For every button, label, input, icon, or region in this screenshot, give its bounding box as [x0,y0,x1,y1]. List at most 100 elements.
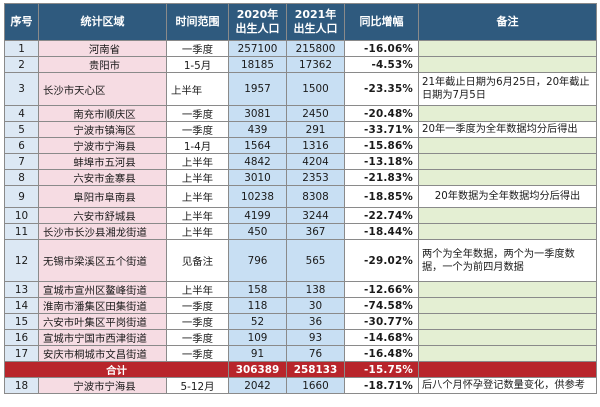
cell-births-2021: 367 [286,223,345,240]
cell-growth: -13.18% [344,153,419,170]
cell-no: 11 [4,223,39,240]
cell-births-2021: 138 [286,281,345,298]
cell-births-2020: 2042 [228,377,287,394]
cell-period: 上半年 [166,207,229,224]
table-row: 11 长沙市长沙县湘龙街道 上半年 450 367 -18.44% [4,223,597,240]
header-births-2020: 2020年 出生人口 [228,3,287,41]
cell-note [418,329,597,346]
cell-period: 一季度 [166,345,229,362]
cell-births-2021: 93 [286,329,345,346]
cell-no: 12 [4,239,39,282]
cell-births-2021: 8308 [286,185,345,208]
cell-growth: -21.83% [344,169,419,186]
cell-births-2021: 291 [286,121,345,138]
header-births-2021: 2021年 出生人口 [286,3,345,41]
cell-region: 长沙市天心区 [38,72,167,106]
cell-births-2020: 109 [228,329,287,346]
cell-region: 安庆市桐城市文昌街道 [38,345,167,362]
cell-no: 2 [4,56,39,73]
cell-region: 无锡市梁溪区五个街道 [38,239,167,282]
total-growth: -15.75% [344,361,419,378]
extra-row: 18 宁波市宁海县 5-12月 2042 1660 -18.71% 后八个月怀孕… [4,377,597,394]
cell-region: 南充市顺庆区 [38,105,167,122]
cell-note [418,105,597,122]
cell-no: 4 [4,105,39,122]
cell-growth: -33.71% [344,121,419,138]
cell-region: 河南省 [38,40,167,57]
header-period: 时间范围 [166,3,229,41]
table-row: 6 宁波市宁海县 1-4月 1564 1316 -15.86% [4,137,597,154]
table-row: 2 贵阳市 1-5月 18185 17362 -4.53% [4,56,597,73]
table-row: 10 六安市舒城县 上半年 4199 3244 -22.74% [4,207,597,224]
cell-region: 宣城市宁国市西津街道 [38,329,167,346]
cell-region: 淮南市潘集区田集街道 [38,297,167,314]
header-row: 序号 统计区域 时间范围 2020年 出生人口 2021年 出生人口 同比增幅 … [4,3,597,41]
cell-growth: -18.71% [344,377,419,394]
cell-births-2020: 796 [228,239,287,282]
cell-region: 六安市舒城县 [38,207,167,224]
cell-period: 一季度 [166,297,229,314]
cell-no: 7 [4,153,39,170]
cell-note [418,345,597,362]
total-births-2020: 306389 [228,361,287,378]
table-row: 7 蚌埠市五河县 上半年 4842 4204 -13.18% [4,153,597,170]
cell-growth: -16.06% [344,40,419,57]
total-label: 合计 [4,361,229,378]
table-row: 17 安庆市桐城市文昌街道 一季度 91 76 -16.48% [4,345,597,362]
cell-period: 见备注 [166,239,229,282]
cell-note [418,223,597,240]
cell-births-2021: 215800 [286,40,345,57]
table-row: 14 淮南市潘集区田集街道 一季度 118 30 -74.58% [4,297,597,314]
cell-period: 上半年 [166,223,229,240]
cell-births-2020: 18185 [228,56,287,73]
cell-growth: -4.53% [344,56,419,73]
cell-births-2020: 1564 [228,137,287,154]
cell-region: 贵阳市 [38,56,167,73]
cell-no: 18 [4,377,39,394]
cell-period: 1-5月 [166,56,229,73]
cell-period: 一季度 [166,40,229,57]
cell-note [418,207,597,224]
header-no: 序号 [4,3,39,41]
table-row: 16 宣城市宁国市西津街道 一季度 109 93 -14.68% [4,329,597,346]
cell-region: 阜阳市阜南县 [38,185,167,208]
cell-no: 16 [4,329,39,346]
cell-births-2020: 4842 [228,153,287,170]
cell-births-2020: 439 [228,121,287,138]
table-row: 8 六安市金寨县 上半年 3010 2353 -21.83% [4,169,597,186]
table-row: 15 六安市叶集区平岗街道 一季度 52 36 -30.77% [4,313,597,330]
cell-births-2021: 2450 [286,105,345,122]
cell-region: 宁波市镇海区 [38,121,167,138]
table-row: 1 河南省 一季度 257100 215800 -16.06% [4,40,597,57]
cell-period: 上半年 [166,72,229,106]
cell-note: 后八个月怀孕登记数量变化，供参考 [418,377,597,394]
cell-births-2021: 17362 [286,56,345,73]
total-births-2021: 258133 [286,361,345,378]
cell-births-2020: 10238 [228,185,287,208]
cell-period: 一季度 [166,313,229,330]
cell-births-2021: 76 [286,345,345,362]
cell-note [418,313,597,330]
cell-no: 6 [4,137,39,154]
table-row: 5 宁波市镇海区 一季度 439 291 -33.71% 20年一季度为全年数据… [4,121,597,138]
cell-births-2021: 36 [286,313,345,330]
cell-no: 1 [4,40,39,57]
cell-births-2020: 450 [228,223,287,240]
cell-births-2020: 4199 [228,207,287,224]
cell-growth: -29.02% [344,239,419,282]
cell-births-2021: 2353 [286,169,345,186]
cell-no: 3 [4,72,39,106]
cell-births-2020: 91 [228,345,287,362]
cell-births-2021: 4204 [286,153,345,170]
cell-period: 上半年 [166,281,229,298]
cell-region: 宁波市宁海县 [38,137,167,154]
cell-growth: -22.74% [344,207,419,224]
cell-births-2021: 1316 [286,137,345,154]
total-note [418,361,597,378]
cell-growth: -23.35% [344,72,419,106]
cell-growth: -16.48% [344,345,419,362]
cell-note [418,137,597,154]
cell-no: 8 [4,169,39,186]
cell-period: 上半年 [166,185,229,208]
cell-note [418,56,597,73]
